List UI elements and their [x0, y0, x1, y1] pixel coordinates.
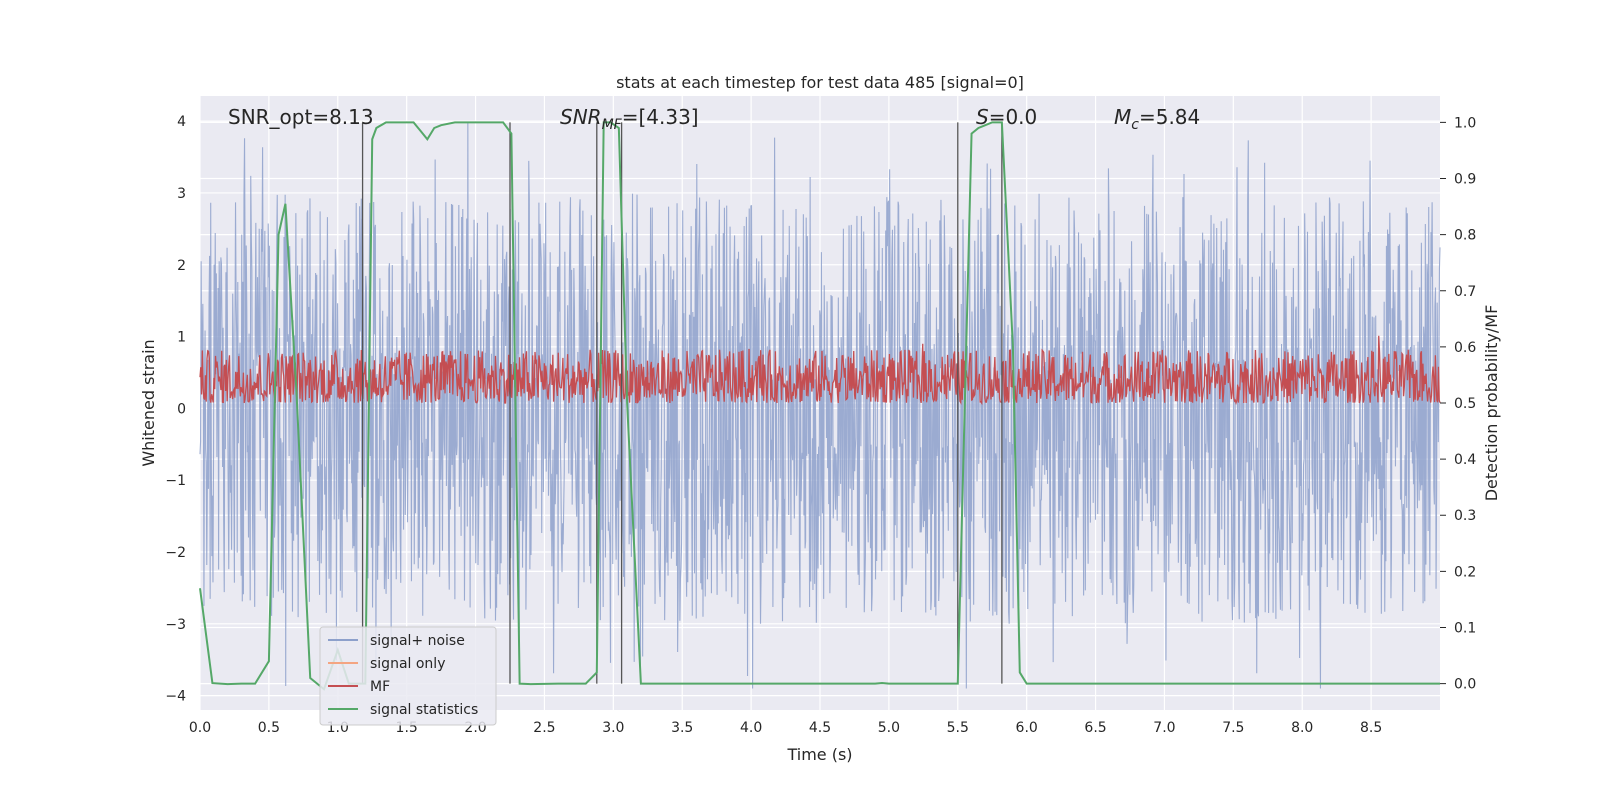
y2-tick-label: 0.5	[1454, 396, 1476, 412]
y-tick-label: 0	[177, 401, 186, 417]
legend: signal+ noise signal only MF signal stat…	[319, 626, 497, 726]
annotation-snr-mf-main: SNR	[560, 105, 602, 129]
y-tick-label: −4	[165, 689, 186, 705]
y-tick-label: −2	[165, 545, 186, 561]
y2-tick-label: 0.9	[1454, 172, 1476, 188]
y2-tick-label: 0.7	[1454, 284, 1476, 300]
signal-noise-line	[199, 122, 1441, 689]
y2-tick-label: 0.0	[1454, 677, 1476, 693]
y2-tick-label: 0.1	[1454, 620, 1476, 636]
x-tick-label: 7.0	[1153, 720, 1175, 736]
y-axis-label: Whitened strain	[139, 339, 158, 466]
x-tick-label: 4.0	[740, 720, 762, 736]
x-tick-label: 4.5	[809, 720, 831, 736]
x-axis-label: Time (s)	[786, 745, 852, 764]
legend-label-signal-statistics: signal statistics	[370, 702, 478, 718]
x-tick-label: 6.0	[1016, 720, 1038, 736]
y-tick-label: 4	[177, 114, 186, 130]
y2-tick-label: 0.4	[1454, 452, 1476, 468]
y2-axis-label: Detection probability/MF	[1482, 305, 1501, 502]
annotation-mc-main: M	[1114, 105, 1131, 129]
legend-label-signal-only: signal only	[370, 656, 445, 672]
x-tick-label: 5.0	[878, 720, 900, 736]
annotation-snr-opt: SNR_opt=8.13	[228, 105, 374, 129]
x-tick-labels: 0.0 0.5 1.0 1.5 2.0 2.5 3.0 3.5 4.0 4.5 5.0 5.5 6.0 6…	[189, 720, 1382, 736]
chart-title: stats at each timestep for test data 485…	[616, 73, 1024, 92]
annotation-mc-sub: c	[1131, 117, 1139, 133]
annotation-snr-mf: SNRMF=[4.33]	[560, 105, 699, 133]
y-tick-label: −1	[165, 473, 186, 489]
x-tick-label: 0.5	[258, 720, 280, 736]
x-tick-label: 5.5	[947, 720, 969, 736]
mf-series	[199, 335, 1441, 406]
annotation-s: S=0.0	[976, 105, 1037, 129]
annotation-snr-mf-value: =[4.33]	[622, 105, 699, 129]
y-tick-label: 2	[177, 258, 186, 274]
signal-statistics-series	[199, 121, 1440, 691]
x-tick-label: 6.5	[1084, 720, 1106, 736]
y2-tick-label: 0.6	[1454, 340, 1476, 356]
x-tick-label: 8.0	[1291, 720, 1313, 736]
y2-tick-label: 0.2	[1454, 564, 1476, 580]
x-tick-label: 3.5	[671, 720, 693, 736]
x-tick-label: 2.5	[533, 720, 555, 736]
y2-tick-labels: 1.0 0.9 0.8 0.7 0.6 0.5 0.4 0.3 0.2 0.1 0.0	[1440, 115, 1476, 693]
y-tick-label: 3	[177, 186, 186, 202]
legend-label-mf: MF	[370, 679, 390, 695]
y2-tick-label: 1.0	[1454, 115, 1476, 131]
mf-line	[199, 335, 1441, 406]
annotation-s-value: =0.0	[989, 105, 1038, 129]
y-tick-labels: 4 3 2 1 0 −1 −2 −3 −4	[165, 114, 186, 705]
legend-box	[319, 626, 497, 726]
annotation-snr-mf-sub: MF	[602, 117, 623, 133]
annotation-mc: Mc=5.84	[1114, 105, 1200, 133]
signal-statistics-line	[199, 121, 1440, 691]
signal-noise-series	[199, 122, 1441, 689]
x-tick-label: 3.0	[602, 720, 624, 736]
x-tick-label: 7.5	[1222, 720, 1244, 736]
annotation-mc-value: =5.84	[1139, 105, 1200, 129]
x-tick-label: 0.0	[189, 720, 211, 736]
y2-tick-label: 0.8	[1454, 228, 1476, 244]
vertical-markers	[361, 122, 1003, 684]
y-tick-label: −3	[165, 617, 186, 633]
y-tick-label: 1	[177, 330, 186, 346]
annotation-s-main: S	[976, 105, 989, 129]
y2-tick-label: 0.3	[1454, 508, 1476, 524]
legend-label-signal-noise: signal+ noise	[370, 633, 465, 649]
x-tick-label: 8.5	[1360, 720, 1382, 736]
